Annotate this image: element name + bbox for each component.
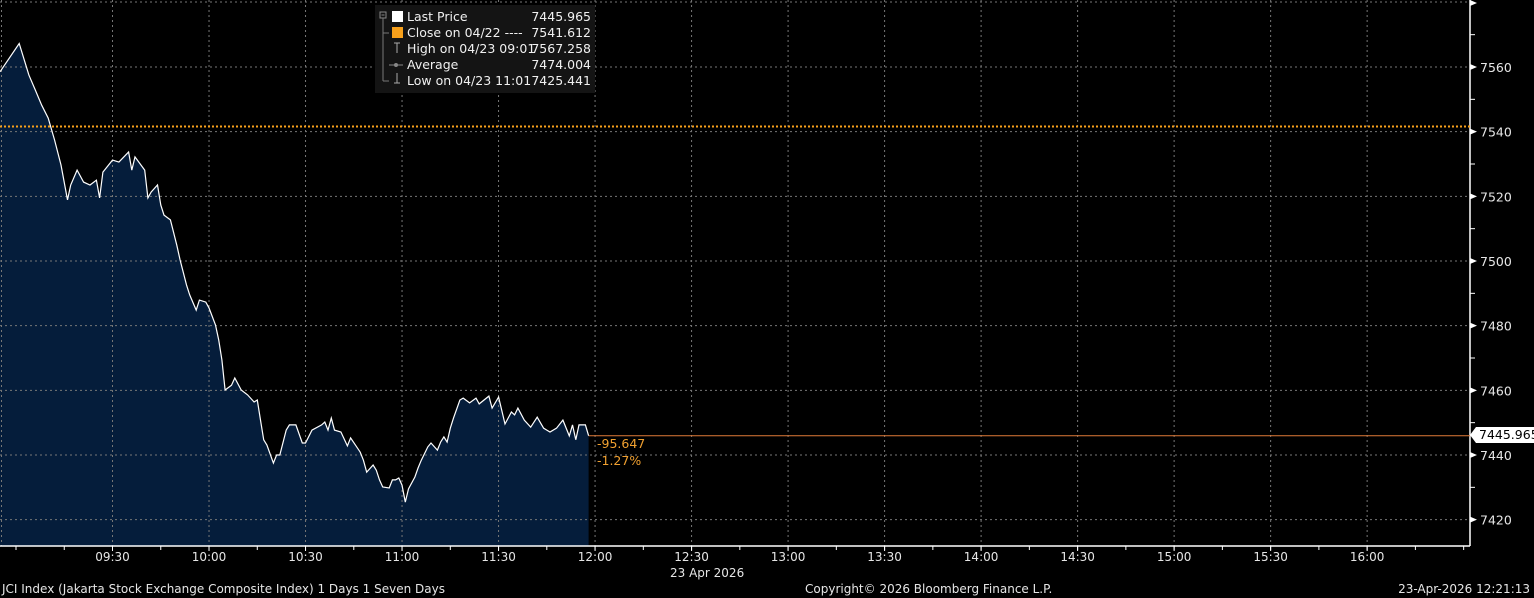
legend-value: 7567.258 [531,41,591,56]
x-tick-label: 13:00 [771,550,806,564]
y-tick-label: 7500 [1480,254,1512,269]
legend-label: High on 04/23 09:01 [407,41,536,56]
y-tick-mark [1470,257,1477,264]
legend-label: Last Price [407,9,468,24]
footer-security-description: JCI Index (Jakarta Stock Exchange Compos… [2,582,445,596]
y-tick-mark [1470,64,1477,70]
x-tick-label: 16:00 [1350,550,1385,564]
legend: Last Price 7445.965 Close on 04/22 ---- 75… [375,5,595,93]
legend-label: Low on 04/23 11:01 [407,73,532,88]
legend-item-close: Close on 04/22 ---- 7541.612 [407,25,591,41]
x-axis-date-label: 23 Apr 2026 [670,566,745,580]
x-tick-label: 11:00 [385,550,420,564]
close-swatch-icon [392,27,403,38]
x-tick-label: 12:00 [578,550,613,564]
legend-item-last-price: Last Price 7445.965 [407,9,591,25]
y-tick-label: 7520 [1480,189,1512,204]
y-tick-label: 7460 [1480,383,1512,398]
x-tick-label: 10:00 [192,550,227,564]
legend-value: 7425.441 [531,73,591,88]
x-tick-label: 09:30 [95,550,130,564]
legend-tree-icon [379,11,403,84]
y-tick-mark [1470,193,1477,200]
y-tick-mark [1470,128,1477,135]
change-percent: -1.27% [597,453,642,468]
footer-copyright: Copyright© 2026 Bloomberg Finance L.P. [805,582,1053,596]
legend-value: 7474.004 [531,57,591,72]
y-tick-mark [1470,387,1477,394]
legend-item-low: Low on 04/23 11:01 7425.441 [407,73,591,89]
legend-item-average: Average 7474.004 [407,57,591,73]
x-tick-label: 10:30 [288,550,323,564]
y-tick-label: 7540 [1480,125,1512,140]
x-tick-label: 15:30 [1253,550,1288,564]
x-tick-label: 13:30 [867,550,902,564]
y-tick-mark [1470,516,1477,523]
y-tick-mark [1470,0,1477,6]
legend-value: 7445.965 [531,9,591,24]
x-tick-label: 11:30 [481,550,516,564]
last-price-tag: 7445.965 [1470,427,1534,443]
y-tick-label: 7560 [1480,60,1512,75]
legend-value: 7541.612 [531,25,591,40]
y-tick-label: 7480 [1480,319,1512,334]
x-tick-label: 14:00 [964,550,999,564]
legend-item-high: High on 04/23 09:01 7567.258 [407,41,591,57]
legend-label: Close on 04/22 ---- [407,25,523,40]
y-tick-label: 7420 [1480,513,1512,528]
price-area [0,43,589,546]
x-tick-label: 15:00 [1157,550,1192,564]
x-tick-label: 12:30 [674,550,709,564]
y-tick-mark [1470,451,1477,458]
footer-timestamp: 23-Apr-2026 12:21:13 [1398,582,1530,596]
y-tick-mark [1470,322,1477,329]
change-absolute: -95.647 [597,436,646,451]
price-line [0,42,590,503]
x-tick-label: 14:30 [1060,550,1095,564]
legend-label: Average [407,57,459,72]
last-price-swatch-icon [392,11,403,22]
y-tick-label: 7440 [1480,448,1512,463]
